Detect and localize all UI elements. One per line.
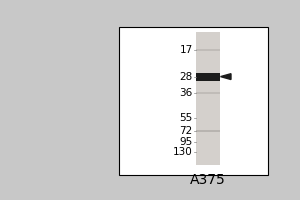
Text: 17: 17 xyxy=(179,45,193,55)
Bar xyxy=(196,92,220,94)
Bar xyxy=(196,32,220,165)
Bar xyxy=(196,49,220,51)
Text: 36: 36 xyxy=(179,88,193,98)
Text: 72: 72 xyxy=(179,126,193,136)
Text: 130: 130 xyxy=(173,147,193,157)
Text: A375: A375 xyxy=(190,173,226,187)
Polygon shape xyxy=(220,74,231,80)
Text: 28: 28 xyxy=(179,72,193,82)
Bar xyxy=(196,73,220,81)
Text: 95: 95 xyxy=(179,137,193,147)
Bar xyxy=(119,27,268,175)
Text: 55: 55 xyxy=(179,113,193,123)
Bar xyxy=(196,130,220,132)
